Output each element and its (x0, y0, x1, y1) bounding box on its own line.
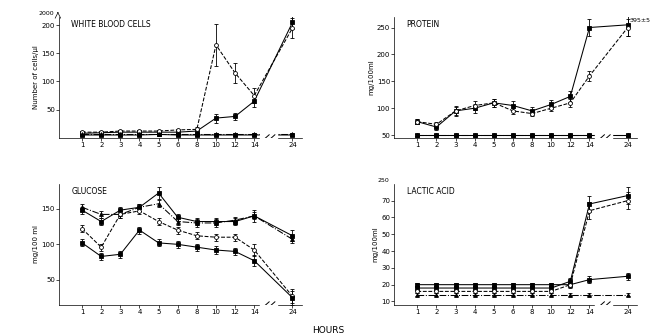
Y-axis label: mg/100 ml: mg/100 ml (33, 225, 39, 263)
Text: GLUCOSE: GLUCOSE (71, 187, 107, 196)
Text: PROTEIN: PROTEIN (407, 20, 440, 29)
Y-axis label: mg/100ml: mg/100ml (373, 226, 378, 262)
Text: 2000: 2000 (39, 10, 55, 15)
Text: LACTIC ACID: LACTIC ACID (407, 187, 454, 196)
Text: 395±5: 395±5 (630, 18, 651, 23)
Y-axis label: Number of cells/µl: Number of cells/µl (33, 45, 39, 109)
Text: HOURS: HOURS (312, 326, 345, 335)
Y-axis label: mg/100ml: mg/100ml (368, 59, 374, 95)
Text: WHITE BLOOD CELLS: WHITE BLOOD CELLS (71, 20, 151, 29)
Text: 250: 250 (378, 178, 390, 183)
